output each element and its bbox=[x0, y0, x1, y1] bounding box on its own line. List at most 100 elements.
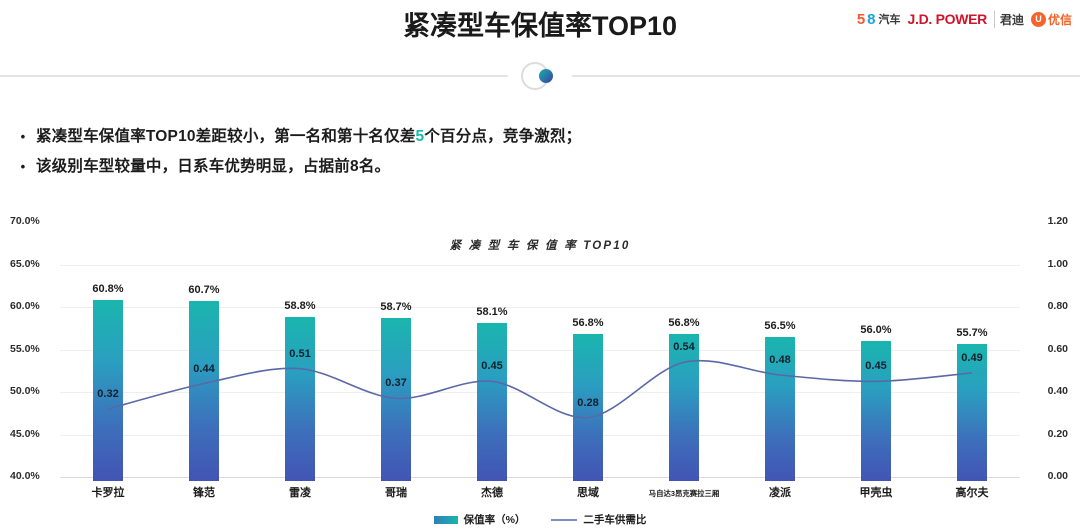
x-axis-category-label: 甲壳虫 bbox=[859, 487, 893, 499]
uxin-mark-icon: U bbox=[1030, 11, 1046, 27]
line-value-label: 0.48 bbox=[769, 354, 791, 366]
gridline bbox=[60, 349, 1020, 351]
bullet-text-highlight: 5 bbox=[415, 128, 425, 145]
bar bbox=[765, 336, 795, 481]
bullet-item: • 紧凑型车保值率TOP10差距较小，第一名和第十名仅差5个百分点，竞争激烈； bbox=[10, 122, 1010, 152]
brand-logo-bar: 5 8 汽车 J.D. POWER 君迪 U 优信 bbox=[857, 9, 1072, 29]
logo-uxin: U 优信 bbox=[1030, 11, 1072, 28]
y-axis-left-tick: 40.0% bbox=[10, 470, 40, 482]
legend-line-icon bbox=[551, 518, 578, 521]
logo-58-suffix: 汽车 bbox=[878, 14, 901, 26]
legend-swatch-icon bbox=[433, 515, 458, 524]
bullet-marker-icon: • bbox=[20, 159, 26, 174]
x-axis-category-label: 思域 bbox=[577, 487, 599, 499]
chart-title: 紧 凑 型 车 保 值 率 TOP10 bbox=[449, 240, 631, 252]
line-value-label: 0.32 bbox=[97, 388, 119, 400]
y-axis-right-tick: 1.20 bbox=[1047, 215, 1068, 227]
section-divider bbox=[0, 62, 1080, 90]
y-axis-left-tick: 60.0% bbox=[10, 300, 40, 312]
bar-value-label: 56.8% bbox=[668, 317, 700, 330]
bullet-text: 该级别车型较量中，日系车优势明显，占据前8名。 bbox=[36, 152, 390, 182]
gridline bbox=[60, 434, 1020, 436]
bar-value-label: 58.1% bbox=[476, 306, 508, 319]
bar-value-label: 56.0% bbox=[860, 324, 892, 336]
legend-item[interactable]: 保值率（%） bbox=[433, 512, 526, 527]
bar bbox=[861, 341, 891, 481]
bar-value-label: 56.8% bbox=[572, 317, 604, 330]
legend-item[interactable]: 二手车供需比 bbox=[551, 512, 646, 527]
divider-line-left bbox=[0, 75, 508, 77]
line-path bbox=[107, 359, 973, 419]
bar-value-label: 58.8% bbox=[284, 300, 316, 313]
divider-line-right bbox=[572, 75, 1080, 77]
bullet-item: • 该级别车型较量中，日系车优势明显，占据前8名。 bbox=[10, 152, 1010, 182]
y-axis-right-tick: 1.00 bbox=[1047, 257, 1068, 270]
line-value-label: 0.45 bbox=[865, 360, 887, 373]
chart-area: 紧 凑 型 车 保 值 率 TOP10 70.0% 65.0% 60.0% 55.0%… bbox=[0, 212, 1080, 532]
y-axis-left-tick: 50.0% bbox=[10, 385, 40, 397]
bar bbox=[189, 301, 219, 481]
x-axis-category-label: 凌派 bbox=[769, 487, 791, 499]
x-axis-category-label: 高尔夫 bbox=[955, 487, 989, 499]
logo-jundi: 君迪 bbox=[993, 10, 1024, 28]
line-value-label: 0.51 bbox=[289, 347, 311, 360]
x-axis-category-label: 哥瑞 bbox=[385, 487, 407, 499]
bar-value-label: 60.7% bbox=[188, 284, 220, 297]
page-title: 紧凑型车保值率TOP10 bbox=[402, 11, 678, 41]
bar-value-label: 55.7% bbox=[956, 326, 988, 339]
x-axis-category-label: 卡罗拉 bbox=[91, 487, 125, 499]
line-value-label: 0.49 bbox=[961, 351, 983, 364]
slide-header: 紧凑型车保值率TOP10 5 8 汽车 J.D. POWER 君迪 U 优信 bbox=[0, 0, 1080, 44]
bar bbox=[669, 334, 699, 481]
legend-label: 保值率（%） bbox=[463, 514, 526, 526]
line-value-label: 0.37 bbox=[385, 377, 407, 390]
bullet-text-pre: 该级别车型较量中，日系车优势明显，占据前8名。 bbox=[36, 158, 391, 175]
logo-58-digit-5: 5 bbox=[856, 10, 866, 28]
bullet-text-pre: 紧凑型车保值率TOP10差距较小，第一名和第十名仅差 bbox=[36, 128, 416, 145]
bullet-marker-icon: • bbox=[20, 129, 26, 144]
bar-value-label: 60.8% bbox=[92, 283, 124, 296]
line-value-label: 0.54 bbox=[673, 341, 695, 354]
bullet-text-post: 个百分点，竞争激烈； bbox=[424, 128, 582, 145]
bar bbox=[285, 317, 315, 481]
y-axis-left-tick: 45.0% bbox=[10, 427, 40, 440]
y-axis-right-tick: 0.20 bbox=[1047, 427, 1068, 440]
bar-value-label: 56.5% bbox=[764, 319, 796, 332]
bar bbox=[957, 343, 987, 481]
bar bbox=[573, 334, 603, 481]
y-axis-right-tick: 0.60 bbox=[1047, 342, 1068, 355]
line-series-layer bbox=[107, 359, 973, 419]
y-axis-left-tick: 55.0% bbox=[10, 342, 40, 355]
logo-uxin-label: 优信 bbox=[1047, 12, 1072, 27]
x-axis-category-label: 锋范 bbox=[193, 487, 215, 499]
y-axis-right-tick: 0.40 bbox=[1047, 385, 1068, 397]
bar bbox=[477, 323, 507, 481]
x-axis-category-label: 马自达3昂克赛拉三厢 bbox=[648, 489, 720, 498]
divider-dot-icon bbox=[539, 69, 553, 83]
chart-baseline bbox=[60, 477, 1020, 478]
line-value-label: 0.44 bbox=[193, 362, 215, 375]
bar-value-label: 58.7% bbox=[380, 301, 412, 314]
line-value-label: 0.28 bbox=[577, 396, 599, 409]
chart-legend: 保值率（%） 二手车供需比 bbox=[0, 512, 1080, 527]
y-axis-right-tick: 0.00 bbox=[1047, 470, 1068, 482]
gridline bbox=[60, 264, 1020, 266]
bar bbox=[381, 318, 411, 481]
bullet-text: 紧凑型车保值率TOP10差距较小，第一名和第十名仅差5个百分点，竞争激烈； bbox=[36, 122, 581, 152]
logo-jd-power: J.D. POWER bbox=[907, 11, 988, 27]
y-axis-left-tick: 70.0% bbox=[10, 215, 40, 227]
logo-58-auto: 5 8 汽车 bbox=[857, 11, 901, 27]
legend-label: 二手车供需比 bbox=[583, 514, 647, 526]
y-axis-right-tick: 0.80 bbox=[1047, 300, 1068, 312]
gridline bbox=[60, 307, 1020, 308]
logo-58-digit-8: 8 bbox=[867, 10, 876, 28]
gridline bbox=[60, 392, 1020, 393]
chart-plot: 60.8% 卡罗拉 60.7% 锋范 58.8% 雷凌 58.7% 哥瑞 58.1% 杰德 56.8… bbox=[60, 212, 1020, 499]
x-axis-category-label: 杰德 bbox=[481, 487, 503, 499]
x-axis-category-label: 雷凌 bbox=[289, 487, 311, 499]
y-axis-left-tick: 65.0% bbox=[10, 257, 40, 270]
bullet-list: • 紧凑型车保值率TOP10差距较小，第一名和第十名仅差5个百分点，竞争激烈； • 该… bbox=[10, 122, 1010, 182]
bar bbox=[93, 300, 123, 481]
line-value-label: 0.45 bbox=[481, 360, 503, 373]
